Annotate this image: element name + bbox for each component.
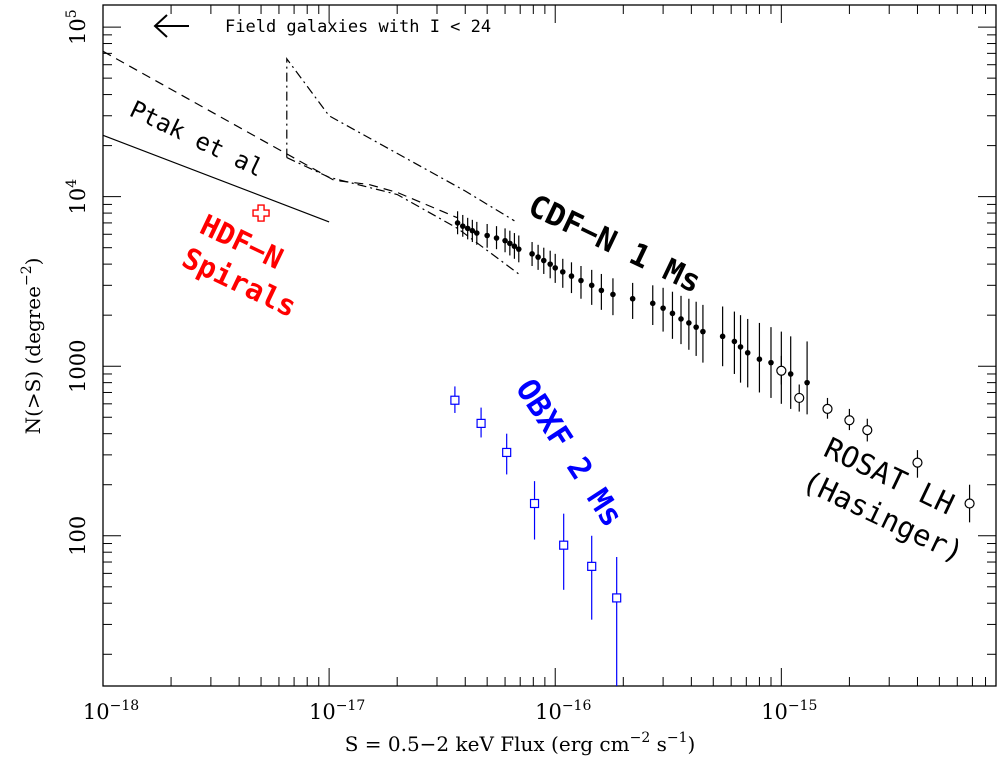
cdfn-point [507,240,513,247]
cdfn-point [678,316,684,322]
cdfn-point [756,356,763,362]
y-tick-label: 100 [66,516,90,556]
cdfn-point [787,371,794,377]
obxf-point [476,418,486,428]
cdfn-point [700,328,706,335]
plot-border [102,4,997,687]
rosat-point [794,392,805,404]
cdfn-point [474,230,480,236]
cdfn-point [464,225,471,232]
x-tick-label: 10−18 [83,698,139,724]
axis-ticks [102,5,996,686]
x-axis-title: S = 0.5−2 keV Flux (erg cm−2 s−1) [345,730,696,756]
obxf-point [502,447,512,458]
cdfn-point [669,310,676,317]
rosat-point [822,403,833,415]
y-tick-labels: 100 1000 104 105 [64,9,90,556]
cdfn-point [535,254,541,260]
cdfn-point [588,282,595,289]
cdfn-point [540,257,547,264]
cdfn-point [515,246,522,252]
model-line [286,56,515,222]
cdfn-point [610,291,616,298]
obxf-point [587,561,597,571]
plot-frame [102,4,997,687]
rosat-point [776,365,787,376]
cdfn-point [547,261,553,267]
y-tick-label: 1000 [66,339,90,392]
cdfn-point [568,273,575,279]
x-tick-label: 10−16 [535,698,591,724]
cdfn-point [578,277,584,284]
data-points [252,204,975,686]
model-lines [102,50,520,275]
model-line [102,134,330,223]
rosat-point [912,457,923,468]
cdfn-point [804,379,810,386]
obxf-point [450,395,460,405]
hdfn-label: HDF−N Spirals [177,208,302,324]
cdfn-point [459,223,466,229]
y-axis-title: N(>S) (degree−2) [19,258,45,435]
cdfn-label: CDF−N 1 Ms [523,188,707,301]
cdfn-point [529,251,535,257]
cdfn-point [502,237,508,244]
cdfn-point [552,265,559,271]
obxf-label: OBXF 2 Ms [508,373,630,533]
cdfn-point [719,333,726,340]
cdfn-point [484,232,490,239]
obxf-point [559,540,569,550]
rosat-point [844,415,855,426]
cdfn-point [559,269,566,275]
x-tick-labels: 10−18 10−17 10−16 10−15 [83,698,818,724]
cdfn-point [660,305,666,311]
x-tick-label: 10−17 [309,698,365,724]
ptak-label: Ptak et al [125,95,267,182]
rosat-point [964,498,975,509]
model-line [102,50,458,219]
cdfn-point [469,227,476,234]
y-tick-label: 104 [64,179,90,215]
field-galaxies-annotation: Field galaxies with I < 24 [153,14,491,38]
obxf-point [529,498,540,509]
cdfn-point [744,349,751,356]
rosat-label: ROSAT LH (Hasinger) [797,431,969,570]
model-line [286,157,520,275]
cdfn-point [649,300,656,307]
hdfn-point [252,204,270,222]
y-tick-label: 105 [64,9,90,45]
cdfn-point [493,235,500,241]
field-galaxies-label: Field galaxies with I < 24 [225,17,491,37]
cdfn-point [511,243,518,250]
left-arrow-icon [153,14,189,38]
x-tick-label: 10−15 [761,698,817,724]
obxf-point [612,593,622,603]
cdfn-point [598,287,605,294]
rosat-point [862,424,873,436]
cdfn-point [737,344,744,350]
cdfn-point [629,295,636,302]
cdfn-point [731,338,738,345]
cdfn-point [768,359,774,366]
cdfn-point [454,220,461,226]
cdfn-point [686,320,692,326]
cdfn-point [693,324,699,330]
